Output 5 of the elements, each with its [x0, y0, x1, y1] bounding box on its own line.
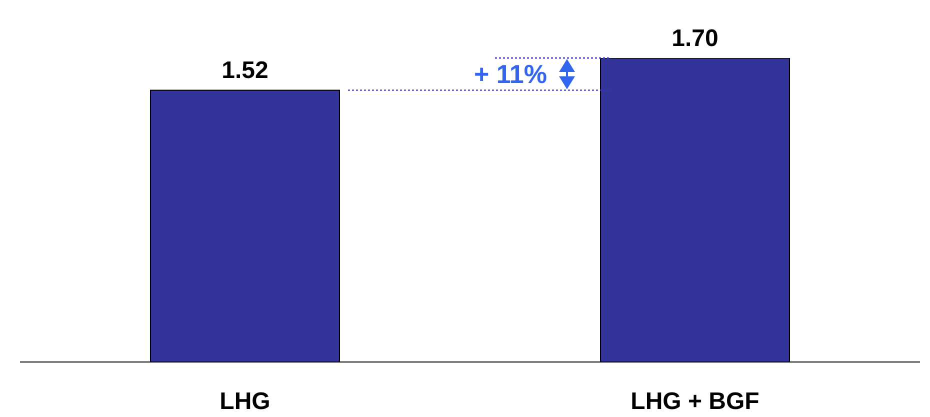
annotation: + 11% — [474, 59, 547, 90]
x-tick-label: LHG — [220, 388, 270, 416]
data-label: 1.70 — [672, 25, 718, 52]
data-label: 1.52 — [222, 57, 268, 84]
x-tick-label: LHG + BGF — [630, 388, 760, 416]
